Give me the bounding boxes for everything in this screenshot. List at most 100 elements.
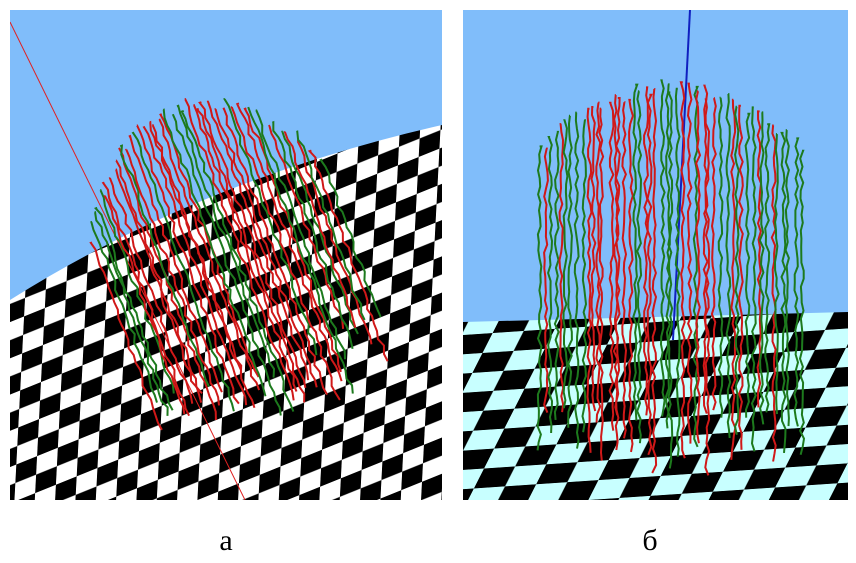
strand <box>158 118 261 391</box>
strand <box>562 119 569 409</box>
strand <box>632 83 639 421</box>
strand <box>595 101 602 423</box>
strand <box>750 106 757 452</box>
strand <box>793 137 800 427</box>
strand <box>659 79 666 417</box>
strand <box>131 131 235 412</box>
strand <box>94 211 169 416</box>
strand <box>664 83 671 429</box>
strand <box>543 147 549 413</box>
strand <box>612 94 619 416</box>
strand <box>230 106 341 401</box>
strand <box>128 134 223 393</box>
strand <box>268 124 345 329</box>
strand <box>598 107 605 461</box>
strand <box>710 97 717 411</box>
strand <box>180 109 295 412</box>
strand <box>758 111 765 425</box>
strand <box>103 194 186 415</box>
strand <box>271 120 354 350</box>
strand <box>176 104 276 378</box>
strand <box>614 97 621 451</box>
strand <box>692 85 699 448</box>
strand <box>547 136 554 434</box>
caption-a: а <box>219 524 232 557</box>
strand <box>195 107 306 403</box>
strand <box>674 87 681 457</box>
strand <box>686 82 693 444</box>
panel-a-image <box>10 10 442 500</box>
strand <box>586 107 593 453</box>
strand <box>319 158 382 318</box>
strand <box>296 140 373 345</box>
strand <box>222 107 328 396</box>
strand <box>773 133 780 415</box>
strand <box>725 93 732 439</box>
strand <box>307 149 389 362</box>
strand <box>733 105 740 435</box>
strand <box>235 102 343 382</box>
strand <box>184 98 295 401</box>
strand <box>643 86 649 416</box>
strand <box>628 98 634 453</box>
strand <box>608 101 615 431</box>
strand <box>198 101 307 389</box>
panel-b-image <box>463 10 848 500</box>
strand <box>566 114 573 428</box>
strand <box>159 113 260 378</box>
strand <box>243 107 342 373</box>
strand <box>717 96 724 418</box>
strand <box>590 106 597 412</box>
strand <box>646 93 653 456</box>
strand <box>171 113 282 416</box>
strand <box>770 124 777 462</box>
strand <box>296 130 366 321</box>
strand <box>108 177 194 404</box>
strand <box>136 124 240 405</box>
strand <box>193 103 298 392</box>
strand <box>784 129 790 427</box>
strand <box>99 188 175 394</box>
strand <box>558 123 565 413</box>
strand <box>651 88 658 474</box>
strand <box>101 181 190 417</box>
strand <box>704 98 711 476</box>
strand <box>621 101 628 439</box>
strand <box>667 91 674 469</box>
strand <box>573 111 580 449</box>
strand <box>151 124 243 375</box>
strand <box>206 100 310 381</box>
floor <box>10 125 442 500</box>
strand <box>94 206 174 411</box>
strand <box>730 98 737 460</box>
point-cloud <box>536 79 806 476</box>
strand <box>536 145 543 451</box>
strand <box>744 112 751 418</box>
strand <box>223 98 318 356</box>
strand <box>142 125 248 406</box>
strand <box>780 131 787 453</box>
strand <box>115 168 203 403</box>
strand <box>636 90 643 444</box>
strand <box>679 81 686 459</box>
strand <box>737 104 744 450</box>
strand <box>214 108 318 388</box>
strand <box>89 241 163 431</box>
strand <box>247 106 354 394</box>
strand <box>119 144 210 387</box>
strand <box>764 123 771 413</box>
strand <box>125 148 220 406</box>
caption-b: б <box>642 524 657 557</box>
strand <box>702 84 709 414</box>
point-cloud <box>89 98 389 431</box>
strand <box>798 149 806 455</box>
strand <box>581 119 588 433</box>
strand <box>162 108 267 397</box>
strand <box>695 90 702 444</box>
strand <box>115 159 203 395</box>
strand <box>255 109 347 360</box>
strand <box>90 220 158 403</box>
strand <box>283 130 357 329</box>
